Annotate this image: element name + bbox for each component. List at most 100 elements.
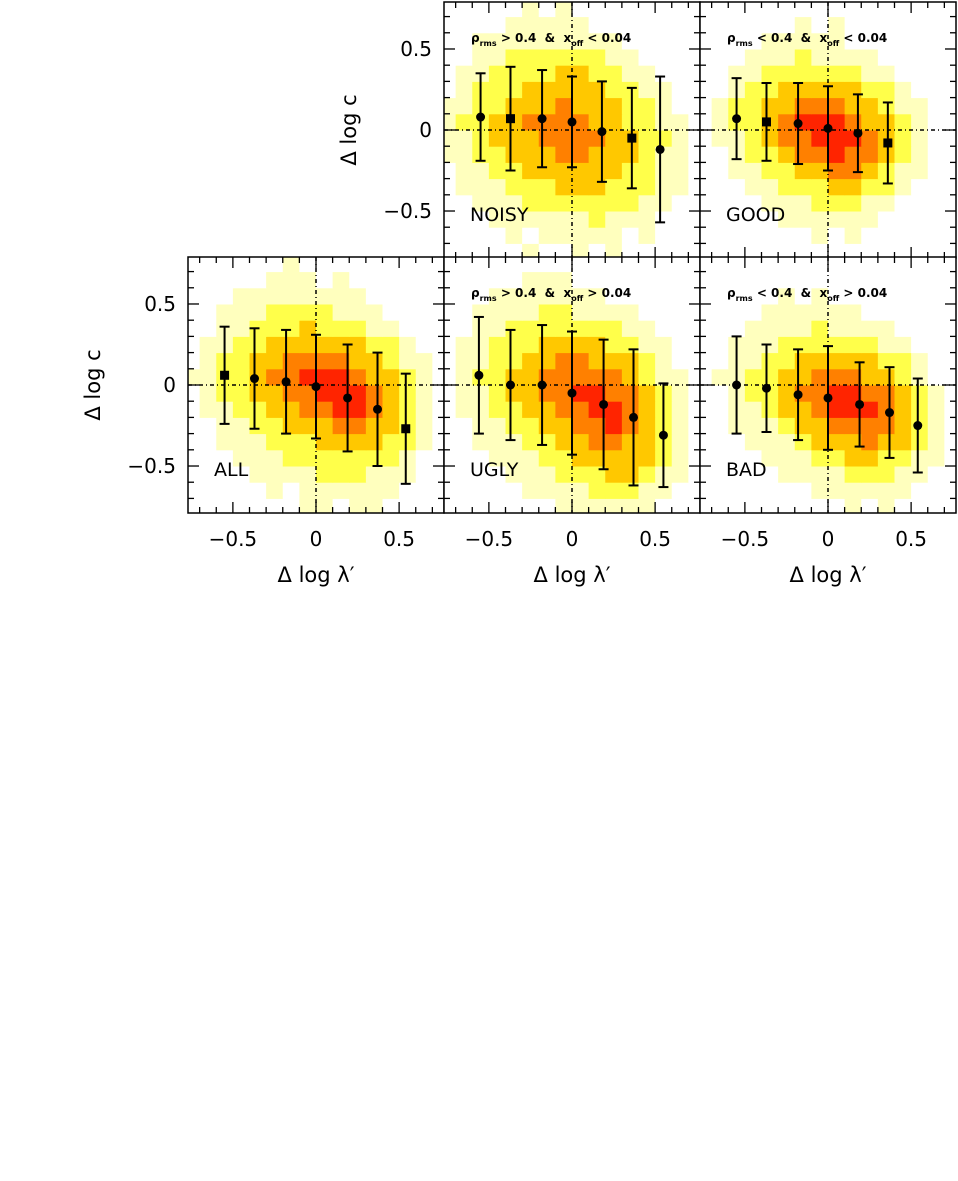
heatmap-cell xyxy=(671,433,689,451)
heatmap-cell xyxy=(944,32,956,50)
heatmap-cell xyxy=(911,130,929,147)
heatmap-cell xyxy=(688,194,700,212)
heatmap-cell xyxy=(605,401,623,418)
heatmap-cell xyxy=(488,287,507,305)
heatmap-cell xyxy=(488,243,507,258)
heatmap-cell xyxy=(455,113,473,131)
heatmap-cell xyxy=(638,194,656,212)
heatmap-cell xyxy=(472,287,490,305)
heatmap-cell xyxy=(894,482,912,499)
heatmap-cell xyxy=(455,194,473,212)
heatmap-cell xyxy=(538,271,556,289)
heatmap-cell xyxy=(811,336,829,354)
heatmap-cell xyxy=(671,178,689,196)
heatmap-cell xyxy=(399,303,417,321)
heatmap-cell xyxy=(688,466,700,483)
annotation: ρrms > 0.4 & xoff > 0.04 xyxy=(471,286,631,303)
heatmap-cell xyxy=(605,368,623,386)
data-point xyxy=(220,370,230,380)
heatmap-cell xyxy=(266,336,284,354)
heatmap-cell xyxy=(944,287,956,305)
heatmap-cell xyxy=(605,417,623,435)
heatmap-cell xyxy=(299,417,317,435)
heatmap-cell xyxy=(232,287,251,305)
heatmap-cell xyxy=(671,498,689,513)
heatmap-cell xyxy=(555,385,573,402)
heatmap-cell xyxy=(638,81,656,99)
heatmap-cell xyxy=(688,303,700,321)
heatmap-cell xyxy=(844,287,862,305)
heatmap-cell xyxy=(638,303,656,321)
heatmap-cell xyxy=(555,303,573,321)
heatmap-cell xyxy=(671,65,689,82)
heatmap-cell xyxy=(282,287,300,305)
heatmap-cell xyxy=(778,97,796,115)
heatmap-cell xyxy=(522,303,540,321)
heatmap-cell xyxy=(828,178,846,196)
heatmap-cell xyxy=(944,211,956,228)
heatmap-cell xyxy=(778,130,796,147)
heatmap-cell xyxy=(432,498,444,513)
heatmap-cell xyxy=(828,417,846,435)
heatmap-cell xyxy=(761,482,779,499)
heatmap-cell xyxy=(655,48,673,66)
heatmap-cell xyxy=(794,303,812,321)
heatmap-cell xyxy=(444,449,457,467)
heatmap-cell xyxy=(761,130,779,147)
heatmap-cell xyxy=(894,113,912,131)
heatmap-cell xyxy=(415,287,433,305)
heatmap-cell xyxy=(811,162,829,180)
heatmap-cell xyxy=(944,498,956,513)
heatmap-cell xyxy=(299,336,317,354)
heatmap-cell xyxy=(332,271,350,289)
heatmap-cell xyxy=(349,417,367,435)
data-point xyxy=(537,114,547,124)
heatmap-cell xyxy=(444,16,457,34)
x-axis-label: Δ log λ′ xyxy=(278,563,355,587)
heatmap-cell xyxy=(555,257,573,273)
heatmap-cell xyxy=(911,336,929,354)
heatmap-cell xyxy=(761,433,779,451)
heatmap-cell xyxy=(605,32,623,50)
heatmap-cell xyxy=(316,498,334,513)
heatmap-cell xyxy=(761,32,779,50)
heatmap-cell xyxy=(299,498,317,513)
heatmap-cell xyxy=(944,16,956,34)
x-tick-label: −0.5 xyxy=(465,527,514,551)
heatmap-cell xyxy=(711,16,729,34)
panel: −0.5 0 0.5 Δ log c NOISY ρrms > 0.4 & xoff < … xyxy=(337,1,701,259)
heatmap-cell xyxy=(488,271,507,289)
heatmap-cell xyxy=(588,97,606,115)
heatmap-cell xyxy=(744,257,763,273)
heatmap-cell xyxy=(671,48,689,66)
heatmap-cell xyxy=(844,417,862,435)
heatmap-cell xyxy=(828,16,846,34)
heatmap-cell xyxy=(671,303,689,321)
heatmap-cell xyxy=(444,162,457,180)
heatmap-cell xyxy=(688,287,700,305)
heatmap-cell xyxy=(249,385,267,402)
heatmap-cell xyxy=(944,81,956,99)
heatmap-cell xyxy=(455,2,473,18)
heatmap-cell xyxy=(455,211,473,228)
heatmap-cell xyxy=(671,401,689,418)
heatmap-cell xyxy=(744,227,763,244)
heatmap-cell xyxy=(877,433,895,451)
heatmap-cell xyxy=(894,257,912,273)
annotation-subscript: rms xyxy=(736,39,753,48)
heatmap-cell xyxy=(455,336,473,354)
heatmap-cell xyxy=(188,417,201,435)
heatmap-cell xyxy=(299,385,317,402)
heatmap-cell xyxy=(522,2,540,18)
heatmap-cell xyxy=(522,336,540,354)
heatmap-cell xyxy=(927,48,945,66)
panel: −0.5 0 0.5 Δ log λ′ UGLY ρrms > 0.4 & xoff > … xyxy=(443,256,701,587)
heatmap-cell xyxy=(794,257,812,273)
heatmap-cell xyxy=(700,2,713,18)
heatmap-cell xyxy=(944,466,956,483)
heatmap-cell xyxy=(744,498,763,513)
heatmap-cell xyxy=(382,303,400,321)
heatmap-cell xyxy=(605,466,623,483)
heatmap-cell xyxy=(299,320,317,337)
heatmap-cell xyxy=(728,482,746,499)
